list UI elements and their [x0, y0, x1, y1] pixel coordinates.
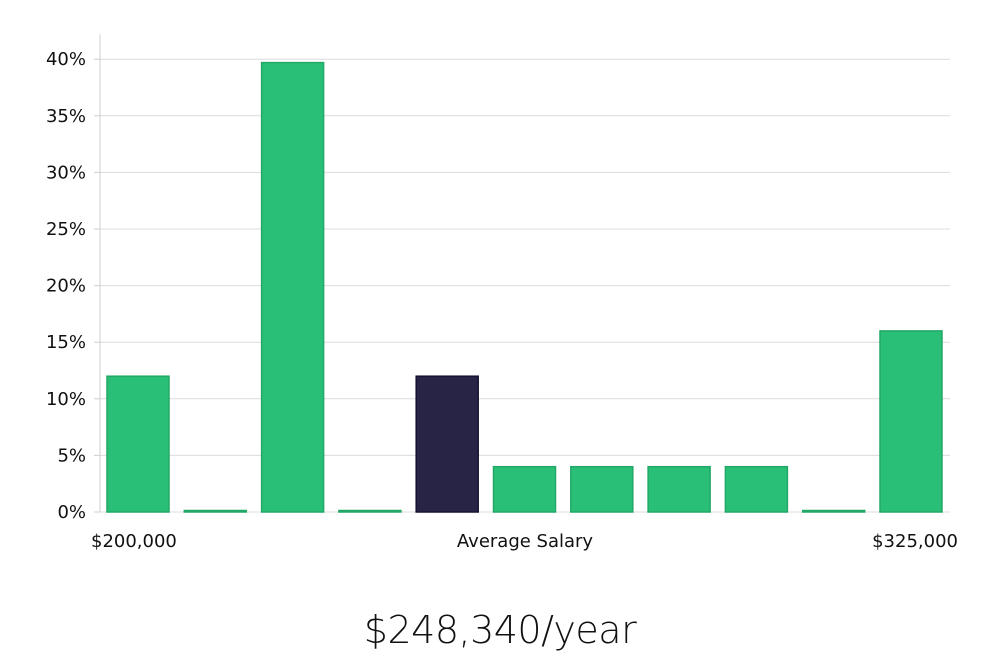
- y-tick-label-35: 35%: [46, 106, 86, 127]
- bar-1: [183, 509, 248, 513]
- bar-0: [106, 375, 170, 513]
- y-tick-label-15: 15%: [46, 332, 86, 353]
- y-tick-label-40: 40%: [46, 49, 86, 70]
- x-label-max: $325,000: [872, 531, 958, 552]
- y-tick-label-30: 30%: [46, 162, 86, 183]
- average-salary-value: $248,340/year: [363, 608, 637, 652]
- bar-2: [260, 61, 325, 513]
- y-tick-label-0: 0%: [57, 502, 86, 523]
- y-tick-label-10: 10%: [46, 389, 86, 410]
- bar-5: [492, 465, 557, 513]
- bar-3: [338, 509, 402, 513]
- bar-6: [570, 465, 634, 513]
- y-tick-label-25: 25%: [46, 219, 86, 240]
- bar-9: [801, 509, 866, 513]
- bars: [106, 61, 943, 513]
- x-label-min: $200,000: [91, 531, 177, 552]
- y-tick-label-5: 5%: [57, 445, 86, 466]
- bar-10: [879, 330, 943, 513]
- y-tick-label-20: 20%: [46, 276, 86, 297]
- grid-lines: [100, 58, 950, 513]
- bar-8: [724, 465, 789, 513]
- bar-7: [647, 465, 711, 513]
- x-label-center: Average Salary: [457, 531, 594, 552]
- y-axis-ticks: 0% 5% 10% 15% 20% 25% 30% 35% 40%: [46, 49, 100, 523]
- bar-highlighted-4: [415, 375, 479, 513]
- salary-distribution-chart: 0% 5% 10% 15% 20% 25% 30% 35% 40% $200,000 Avera…: [46, 34, 958, 552]
